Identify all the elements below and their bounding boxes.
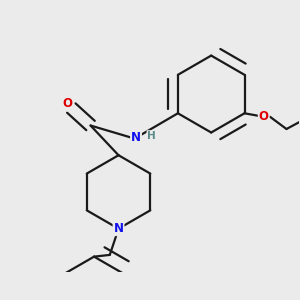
Text: O: O [62, 97, 72, 110]
Text: N: N [131, 131, 141, 144]
Text: O: O [259, 110, 269, 123]
Text: H: H [147, 131, 156, 141]
Text: N: N [113, 222, 124, 235]
